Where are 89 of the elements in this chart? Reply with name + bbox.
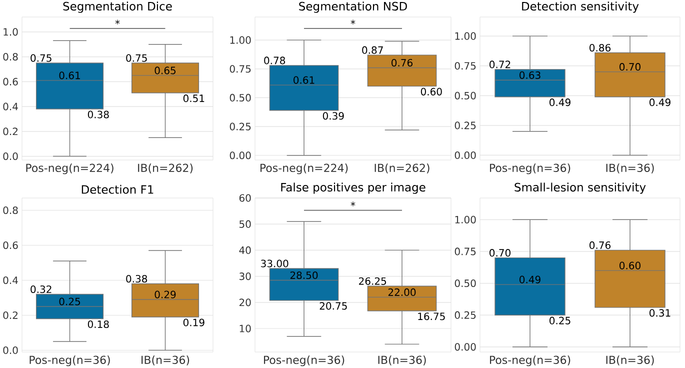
text: 0.63: [520, 71, 540, 79]
x-tick-label: Pos-neg(n=224): [26, 164, 114, 174]
text: 0.76: [392, 58, 413, 67]
y-tick-label: 0.25: [230, 122, 251, 130]
text: 22.00: [388, 288, 416, 296]
text: 0.72: [490, 60, 510, 68]
chart-title: Segmentation NSD: [299, 2, 407, 13]
text: 33.00: [261, 260, 288, 268]
text: 0.32: [30, 285, 52, 294]
text: 28.50: [290, 271, 318, 280]
text: 0.19: [183, 318, 204, 326]
y-tick-label: 40: [239, 246, 251, 254]
annotation: *: [350, 202, 356, 206]
y-tick-label: 0.50: [230, 94, 251, 102]
y-tick-label: 0.00: [230, 152, 251, 160]
annotation: *: [115, 20, 120, 24]
y-tick-label: 0.25: [454, 311, 476, 319]
x-tick-label: Pos-neg(n=36): [490, 356, 570, 366]
text: 0.70: [490, 249, 510, 257]
y-tick-label: 1.00: [230, 36, 251, 44]
y-tick-label: 0.75: [454, 248, 476, 256]
y-tick-label: 0.25: [454, 122, 476, 130]
text: 26.25: [359, 277, 386, 285]
x-tick-label: IB(n=262): [138, 164, 193, 174]
text: 0.49: [650, 98, 670, 106]
y-tick-label: 0.8: [3, 53, 18, 61]
text: 0.51: [183, 94, 204, 102]
y-tick-label: 0.6: [3, 78, 18, 86]
text: 0.65: [154, 66, 176, 74]
y-tick-label: 0.75: [454, 62, 476, 70]
text: 0.49: [520, 276, 540, 284]
y-tick-label: 0.4: [3, 276, 18, 284]
x-tick-label: Pos-neg(n=36): [30, 356, 110, 366]
y-tick-label: 0.50: [454, 92, 476, 100]
text: 16.75: [418, 312, 445, 320]
text: 0.39: [322, 112, 344, 120]
y-tick-label: 1.0: [4, 28, 18, 36]
y-tick-label: 0.6: [3, 241, 18, 250]
y-tick-label: 0.8: [3, 206, 18, 214]
y-tick-label: 30: [240, 272, 251, 280]
y-tick-label: 0.50: [454, 279, 476, 288]
chart-title: Segmentation Dice: [63, 2, 172, 13]
y-tick-label: 60: [239, 194, 251, 202]
y-tick-label: 1.00: [455, 216, 476, 224]
y-tick-label: 0.00: [454, 151, 476, 160]
text: 0.25: [59, 298, 80, 306]
text: 0.49: [550, 98, 570, 106]
chart-title: False positives per image: [281, 182, 426, 194]
x-tick-label: IB(n=36): [142, 356, 190, 366]
x-tick-label: IB(n=36): [606, 356, 654, 366]
y-tick-label: 0.75: [230, 65, 251, 73]
annotation: *: [350, 20, 356, 24]
text: 0.18: [88, 320, 109, 328]
y-tick-label: 0.0: [3, 152, 18, 160]
chart-title: Small-lesion sensitivity: [514, 182, 646, 194]
x-tick-label: Pos-neg(n=36): [490, 164, 570, 174]
x-tick-label: Pos-neg(n=224): [260, 164, 348, 174]
text: 0.60: [620, 262, 640, 270]
text: 0.61: [294, 76, 314, 84]
text: 0.75: [30, 54, 52, 62]
y-tick-label: 0.4: [3, 102, 18, 110]
text: 0.29: [154, 290, 176, 298]
text: 0.61: [59, 72, 80, 80]
text: 0.38: [126, 274, 148, 283]
x-tick-label: IB(n=36): [606, 164, 654, 174]
text: 0.31: [650, 309, 670, 317]
y-tick-label: 0.2: [3, 311, 18, 320]
text: 0.75: [126, 54, 147, 62]
x-tick-label: IB(n=262): [374, 164, 430, 174]
chart-title: Detection F1: [82, 184, 154, 194]
text: 0.25: [550, 316, 570, 324]
y-tick-label: 0.2: [3, 128, 18, 136]
x-tick-label: Pos-neg(n=36): [264, 356, 344, 366]
y-tick-label: 0.0: [3, 346, 18, 354]
text: 0.38: [88, 110, 109, 118]
chart-title: Detection sensitivity: [522, 2, 639, 13]
text: 0.70: [620, 63, 640, 71]
text: 0.78: [264, 56, 286, 64]
y-tick-label: 1.00: [455, 32, 476, 40]
y-tick-label: 10: [240, 324, 251, 332]
text: 20.75: [320, 302, 347, 310]
y-tick-label: 50: [240, 220, 251, 228]
text: 0.86: [590, 44, 611, 52]
text: 0.60: [420, 88, 442, 96]
text: 0.76: [590, 241, 611, 249]
y-tick-label: 0.00: [454, 343, 476, 351]
y-tick-label: 20: [239, 298, 251, 306]
text: 0.87: [362, 46, 383, 54]
x-tick-label: IB(n=36): [378, 356, 426, 366]
